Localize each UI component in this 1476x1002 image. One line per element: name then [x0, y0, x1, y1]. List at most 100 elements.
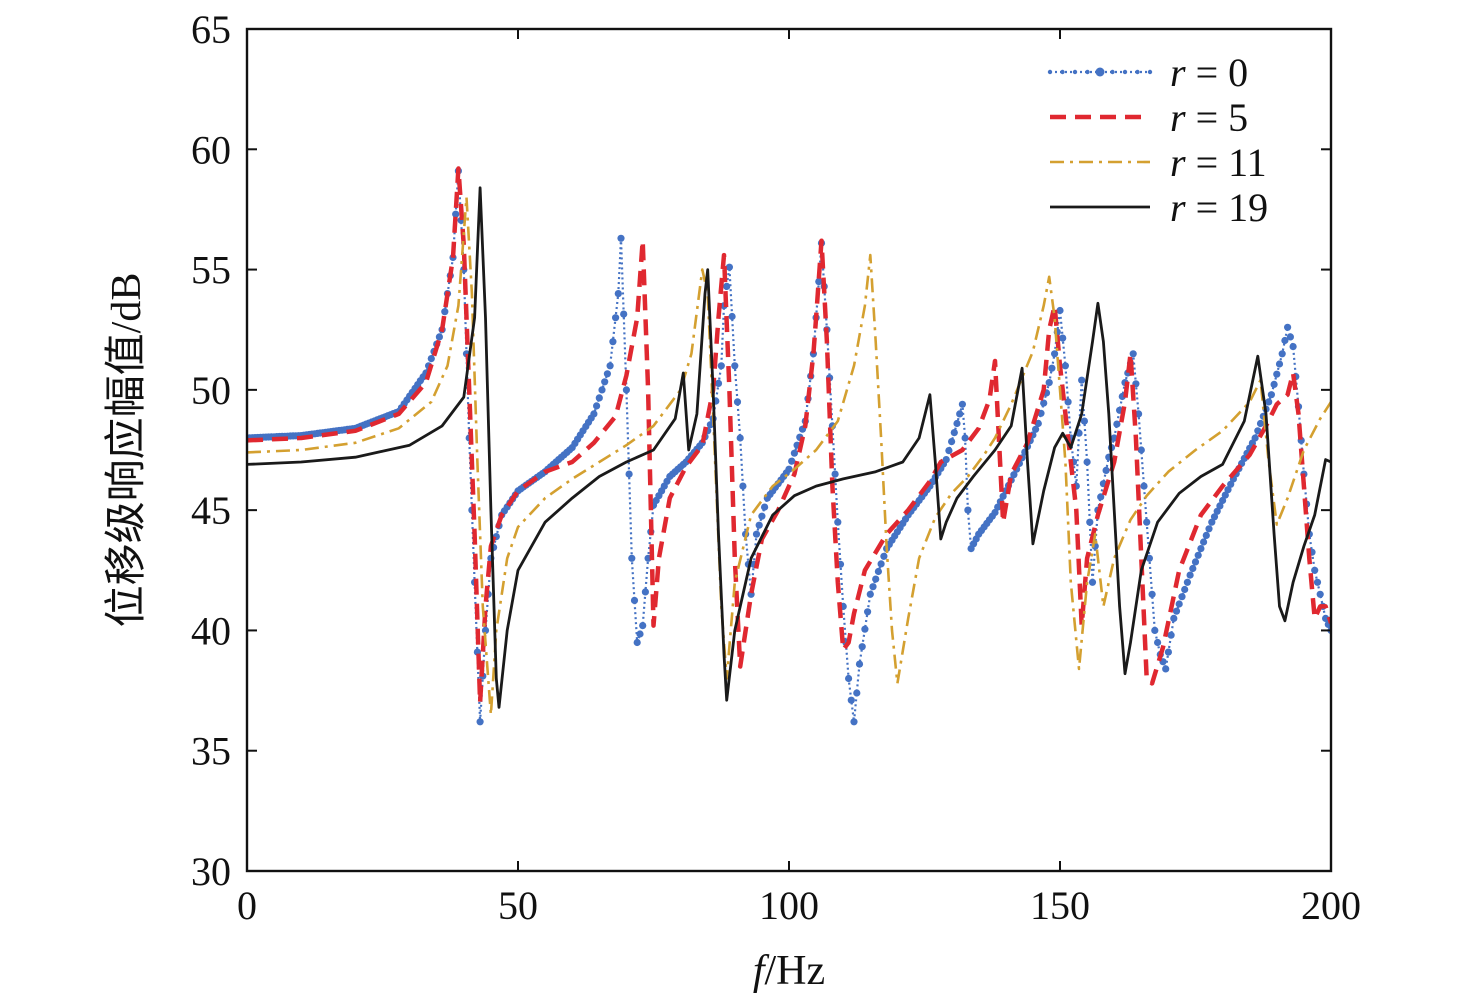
series-point: [1034, 419, 1042, 428]
series-point: [595, 394, 603, 402]
series-point: [641, 588, 650, 596]
series-point: [877, 560, 885, 568]
series-point: [1281, 336, 1289, 345]
series-point: [1210, 513, 1219, 521]
series-point: [1172, 607, 1181, 615]
series-point: [1189, 564, 1197, 573]
series-point: [950, 429, 958, 437]
series-point: [1170, 614, 1178, 623]
series-point: [864, 608, 872, 616]
series-point: [964, 506, 972, 514]
legend-marker: [1047, 69, 1053, 75]
x-axis-title: f/Hz: [753, 948, 825, 994]
series-point: [850, 718, 858, 726]
series-point: [1137, 446, 1145, 454]
series-point: [1313, 578, 1322, 586]
series-point: [1256, 419, 1265, 428]
series-point: [1113, 420, 1121, 428]
legend: r = 0r = 5r = 11r = 19: [1047, 50, 1268, 230]
legend-marker: [1110, 69, 1115, 75]
series-point: [1175, 600, 1183, 608]
series-point: [994, 503, 1002, 511]
series-point: [739, 482, 747, 490]
series-point: [788, 457, 796, 465]
series-point: [1227, 480, 1235, 488]
series-point: [1186, 571, 1194, 579]
series-point: [1145, 554, 1153, 562]
series-point: [1056, 306, 1064, 315]
series-point: [606, 362, 614, 370]
series-point: [603, 370, 612, 378]
series-point: [752, 530, 761, 538]
series-point: [874, 567, 883, 576]
series-point: [1216, 502, 1224, 510]
legend-marker: [1135, 69, 1140, 75]
series-point: [622, 386, 631, 394]
series-point: [1135, 410, 1143, 418]
series-point: [785, 465, 793, 473]
series-point: [1284, 323, 1292, 331]
series-point: [869, 583, 877, 591]
series-point: [853, 689, 861, 697]
series-point: [945, 447, 953, 455]
series-point: [1205, 525, 1213, 533]
y-tick-label: 55: [191, 248, 231, 293]
series-point: [1278, 350, 1286, 358]
series-point: [790, 449, 799, 457]
legend-label: r = 5: [1170, 95, 1248, 140]
series-point: [953, 419, 961, 428]
series-point: [714, 379, 723, 387]
series-point: [847, 696, 855, 704]
series-point: [1162, 665, 1170, 673]
series-point: [1183, 578, 1191, 586]
series-point: [1086, 518, 1094, 526]
series-point: [758, 512, 766, 520]
series-point: [991, 508, 999, 517]
series-point: [834, 518, 842, 526]
series-point: [1151, 626, 1159, 635]
series-point: [1178, 593, 1186, 601]
series-point: [435, 333, 443, 341]
series-point: [861, 625, 869, 633]
series-point: [1102, 466, 1110, 474]
legend-marker: [1085, 69, 1090, 75]
series-point: [1265, 398, 1273, 406]
series-point: [1164, 648, 1172, 656]
series-point: [755, 521, 763, 529]
legend-item: r = 0: [1047, 50, 1248, 95]
series-point: [639, 622, 647, 630]
series-point: [1221, 491, 1229, 499]
series-point: [733, 398, 742, 406]
series-point: [761, 503, 769, 511]
series-point: [476, 718, 484, 726]
series-point: [728, 312, 736, 321]
series-point: [942, 456, 950, 464]
series-point: [1254, 427, 1262, 435]
series-point: [1051, 350, 1059, 358]
series-point: [1270, 380, 1278, 388]
series-point: [1088, 578, 1097, 586]
series-point: [723, 282, 731, 290]
series-point: [1213, 507, 1221, 515]
series-point: [630, 596, 639, 605]
series-point: [731, 362, 739, 370]
series-point: [1129, 350, 1137, 358]
series-point: [601, 378, 609, 386]
series-point: [958, 400, 967, 408]
series-point: [815, 278, 823, 286]
legend-marker: [1060, 69, 1065, 75]
series-point: [1010, 471, 1018, 479]
series-point: [1200, 538, 1208, 546]
legend-marker: [1072, 69, 1078, 75]
series-point: [427, 355, 435, 363]
series-point: [1224, 486, 1232, 494]
series-point: [858, 643, 866, 651]
y-tick-label: 40: [191, 608, 231, 653]
series-point: [1083, 458, 1091, 466]
series-point: [1286, 333, 1294, 341]
series-point: [1322, 614, 1330, 623]
series-point: [1194, 551, 1202, 559]
series-point: [590, 410, 598, 418]
series-point: [625, 470, 633, 478]
